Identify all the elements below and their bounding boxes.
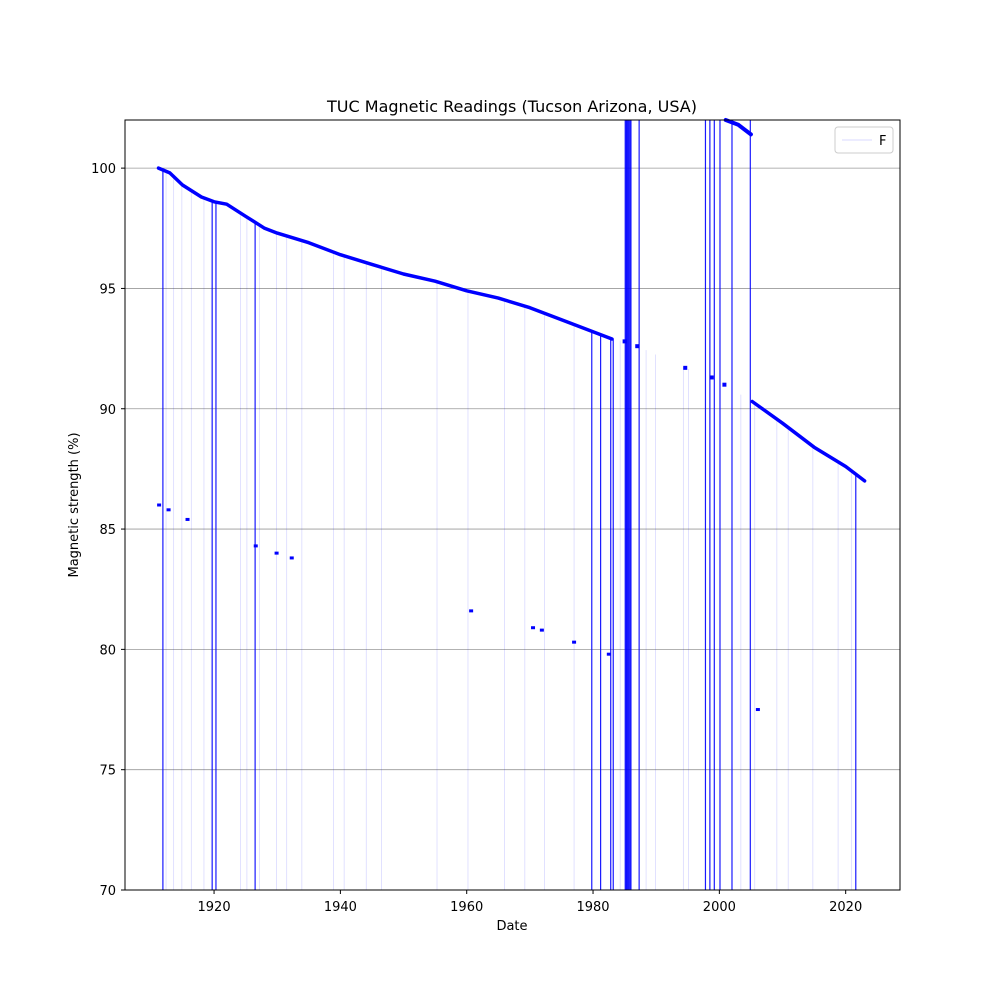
- x-tick-label: 2000: [703, 900, 736, 915]
- y-tick-label: 85: [99, 523, 116, 538]
- y-tick-label: 100: [91, 162, 116, 177]
- outlier-point: [572, 640, 577, 644]
- outlier-point: [606, 652, 611, 656]
- x-tick-label: 1960: [450, 900, 483, 915]
- y-tick-label: 75: [99, 764, 116, 779]
- outlier-point: [539, 628, 544, 632]
- y-axis-label: Magnetic strength (%): [67, 432, 82, 577]
- drop-lines-faint: [165, 171, 852, 890]
- data-point: [709, 375, 714, 380]
- x-tick-label: 1940: [324, 900, 357, 915]
- data-point: [622, 339, 627, 344]
- outlier-point: [531, 626, 536, 630]
- trend-line-segment-1: [156, 166, 614, 341]
- x-tick-label: 1980: [576, 900, 609, 915]
- legend-label-f: F: [879, 134, 886, 149]
- y-axis: 70 75 80 85 90 95 100: [91, 162, 125, 899]
- outlier-point: [185, 517, 190, 521]
- outlier-point: [253, 544, 258, 548]
- trend-line-segment-2: [750, 399, 867, 483]
- x-tick-label: 1920: [198, 900, 231, 915]
- plot-area: [125, 120, 900, 890]
- legend: F: [834, 126, 894, 154]
- y-tick-label: 70: [99, 884, 116, 899]
- data-point: [635, 344, 640, 349]
- y-tick-label: 80: [99, 643, 116, 658]
- drop-lines-strong: [162, 120, 857, 890]
- legend-box: [834, 126, 894, 154]
- outlier-point: [469, 609, 474, 613]
- outlier-point: [755, 708, 760, 712]
- y-tick-label: 95: [99, 282, 116, 297]
- x-axis-label: Date: [496, 919, 527, 934]
- y-tick-label: 90: [99, 403, 116, 418]
- plot-frame: [124, 119, 901, 891]
- low-points: [157, 503, 760, 712]
- trend-line-upper: [723, 118, 753, 137]
- trend-layer: [156, 118, 867, 483]
- outlier-point: [166, 508, 171, 512]
- x-tick-label: 2020: [829, 900, 862, 915]
- data-point: [722, 382, 727, 387]
- chart-title: TUC Magnetic Readings (Tucson Arizona, U…: [326, 97, 697, 116]
- outlier-point: [289, 556, 294, 560]
- data-point: [683, 365, 688, 370]
- outlier-point: [157, 503, 162, 507]
- outlier-point: [274, 551, 279, 555]
- x-axis: 1920 1940 1960 1980 2000 2020: [198, 890, 862, 915]
- grid: [125, 167, 900, 771]
